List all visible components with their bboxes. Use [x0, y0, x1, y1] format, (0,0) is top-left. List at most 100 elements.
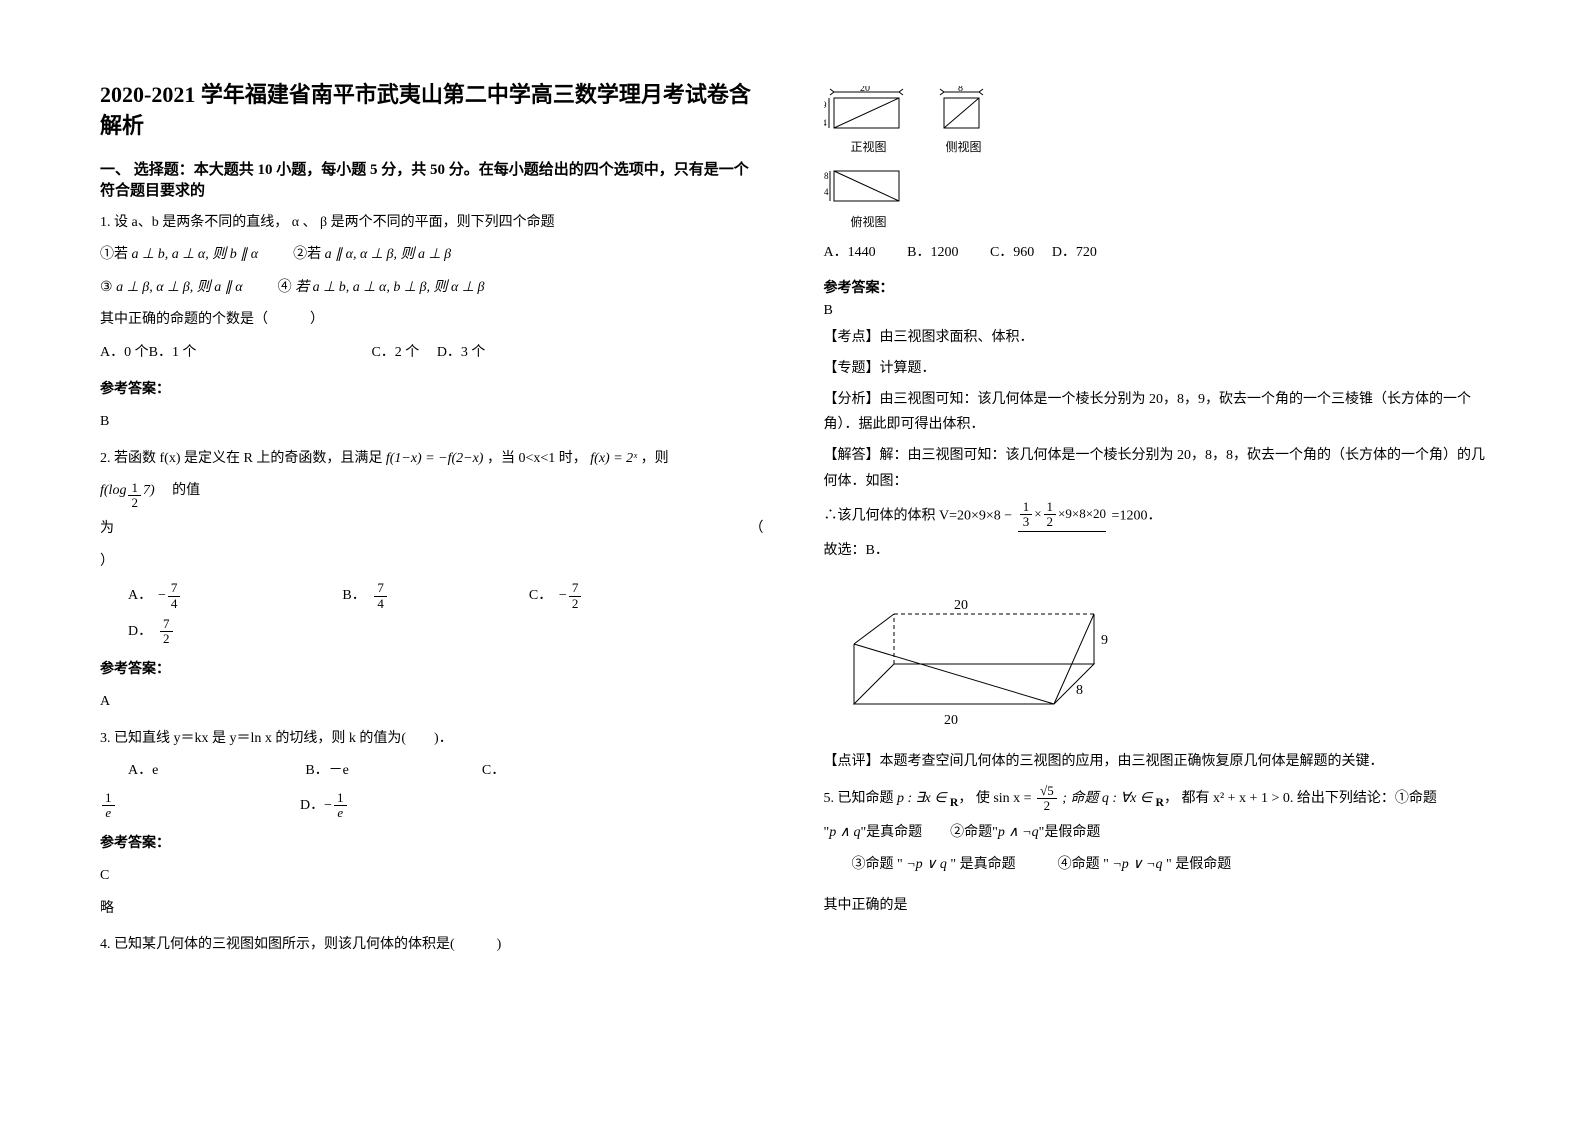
front-view: 20 9 4 正视图	[824, 86, 914, 155]
svg-text:8: 8	[958, 86, 963, 94]
svg-text:9: 9	[824, 100, 827, 110]
q2-optA: A．−74	[128, 581, 182, 611]
q4-comment: 【点评】本题考查空间几何体的三视图的应用，由三视图正确恢复原几何体是解题的关键．	[824, 749, 1488, 774]
q2-optD: D．72	[128, 617, 175, 647]
q5-l3c: " 是假命题	[1163, 857, 1232, 872]
solid-dim-9: 9	[1101, 633, 1108, 648]
q3-frac-1e: 1e	[102, 791, 115, 821]
q4-calc-eq: =1200．	[1112, 508, 1162, 523]
q1-optC: C．2 个	[371, 345, 419, 360]
q2-expr: f(log127) 的值	[100, 478, 764, 510]
q3-note: 略	[100, 896, 764, 923]
q1-c3-math: a ⊥ β, α ⊥ β, 则 a ∥ α	[116, 280, 243, 295]
q5-line3: ③命题 " ¬p ∨ q " 是真命题 ④命题 " ¬p ∨ ¬q " 是假命题	[852, 852, 1488, 879]
q4-optA: A．1440	[824, 245, 876, 260]
question-2: 2. 若函数 f(x) 是定义在 R 上的奇函数，且满足 f(1−x) = −f…	[100, 446, 764, 716]
q2-paren-close: ）	[100, 549, 764, 576]
q5-line1: 5. 已知命题 p : ∃x ∈ R， 使 sin x = √52 ; 命题 q…	[824, 784, 1488, 814]
q5-l3b: " 是真命题 ④命题 "	[947, 857, 1112, 872]
q1-optA: A．0 个	[100, 345, 149, 360]
q5-sqrt5-2: √52	[1037, 784, 1057, 814]
side-view-svg: 8	[934, 86, 994, 134]
q2-stem-math: f(1−x) = −f(2−x)	[386, 451, 484, 466]
q5-douyou: 都有 x² + x + 1 > 0.	[1181, 791, 1293, 806]
q2-optC: C．−72	[529, 581, 583, 611]
q1-c2-math: a ∥ α, α ⊥ β, 则 a ⊥ β	[325, 247, 452, 262]
three-views: 20 9 4 正视图 8 侧视图	[824, 86, 1488, 230]
q5-npvq: ¬p ∨ q	[906, 857, 947, 872]
svg-text:4: 4	[824, 187, 829, 197]
q1-choices-row2: ③ a ⊥ β, α ⊥ β, 则 a ∥ α ④ 若 a ⊥ b, a ⊥ α…	[100, 275, 764, 302]
q5-l3a: ③命题 "	[852, 857, 907, 872]
q1-optB: B．1 个	[149, 345, 197, 360]
q1-ask: 其中正确的命题的个数是（ ）	[100, 307, 764, 334]
q3-optB: B．－e	[305, 763, 349, 778]
q1-ans: B	[100, 409, 764, 436]
q1-c2-pre: ②若	[293, 247, 321, 262]
q4-topic: 【专题】计算题．	[824, 356, 1488, 381]
solid-dim-8: 8	[1076, 683, 1083, 698]
q2-opts-row2: D．72	[128, 617, 764, 647]
q1-stem: 1. 设 a、b 是两条不同的直线， α 、 β 是两个不同的平面，则下列四个命…	[100, 210, 764, 237]
q3-opts-row2: 1e D．−1e	[100, 791, 764, 821]
q2-opts-row1: A．−74 B．74 C．−72	[128, 581, 764, 611]
q4-therefore: 故选：B．	[824, 538, 1488, 563]
q5-p-def: p : ∃x ∈	[897, 791, 946, 806]
front-view-svg: 20 9 4	[824, 86, 914, 134]
q1-choices-row1: ①若 a ⊥ b, a ⊥ α, 则 b ∥ α ②若 a ∥ α, α ⊥ β…	[100, 242, 764, 269]
q2-stem-post: ，则	[641, 451, 669, 466]
view-row-top: 20 9 4 正视图 8 侧视图	[824, 86, 1488, 155]
q2-stem-mid: ，当 0<x<1 时，	[487, 451, 587, 466]
q3-optD: D．−1e	[300, 798, 349, 813]
question-4-stem: 4. 已知某几何体的三视图如图所示，则该几何体的体积是( )	[100, 932, 764, 959]
q2-stem-pre: 2. 若函数 f(x) 是定义在 R 上的奇函数，且满足	[100, 451, 386, 466]
section-1-title: 一、 选择题：本大题共 10 小题，每小题 5 分，共 50 分。在每小题给出的…	[100, 158, 764, 200]
q2-ans-label: 参考答案：	[100, 657, 764, 684]
q4-point: 【考点】由三视图求面积、体积．	[824, 325, 1488, 350]
svg-text:20: 20	[860, 86, 870, 94]
question-1: 1. 设 a、b 是两条不同的直线， α 、 β 是两个不同的平面，则下列四个命…	[100, 210, 764, 436]
q5-shi: 使 sin x =	[976, 791, 1035, 806]
q2-stem-math2: f(x) = 2ˣ	[590, 451, 637, 466]
q5-l2b: "是真命题 ②命题"	[860, 825, 997, 840]
q3-opts-row1: A．e B．－e C．	[128, 758, 764, 785]
q4-options: A．1440 B．1200 C．960 D．720	[824, 240, 1488, 267]
q4-optC: C．960	[990, 245, 1034, 260]
q4-calc-frac: 13×12×9×8×20	[1018, 500, 1106, 533]
side-view-label: 侧视图	[934, 138, 994, 155]
left-column: 2020-2021 学年福建省南平市武夷山第二中学高三数学理月考试卷含解析 一、…	[100, 80, 764, 1082]
q1-ans-label: 参考答案：	[100, 377, 764, 404]
view-row-bottom: 8 4 俯视图	[824, 161, 1488, 230]
q2-log-base: 12	[128, 481, 141, 511]
top-view: 8 4 俯视图	[824, 161, 914, 230]
exam-title: 2020-2021 学年福建省南平市武夷山第二中学高三数学理月考试卷含解析	[100, 80, 764, 142]
q1-c1-pre: ①若	[100, 247, 128, 262]
q4-calc: ∴该几何体的体积 V=20×9×8 − 13×12×9×8×20 =1200．	[824, 500, 1488, 533]
q2-wei: 为	[100, 516, 114, 543]
right-column: 20 9 4 正视图 8 侧视图	[824, 80, 1488, 1082]
q2-expr-tail: 的值	[172, 483, 200, 498]
question-5: 5. 已知命题 p : ∃x ∈ R， 使 sin x = √52 ; 命题 q…	[824, 784, 1488, 920]
q3-ans-label: 参考答案：	[100, 831, 764, 858]
front-view-label: 正视图	[824, 138, 914, 155]
q1-c3-pre: ③	[100, 280, 113, 295]
q2-optB: B．74	[342, 581, 389, 611]
q1-c4-pre: ④	[278, 280, 292, 295]
q4-ans-label: 参考答案：	[824, 277, 1488, 297]
q1-c4-math: 若 a ⊥ b, a ⊥ α, b ⊥ β, 则 α ⊥ β	[295, 280, 484, 295]
q1-c1-math: a ⊥ b, a ⊥ α, 则 b ∥ α	[132, 247, 259, 262]
q4-ans: B	[824, 303, 1488, 319]
q4-analysis: 【分析】由三视图可知：该几何体是一个棱长分别为 20，8，9，砍去一个角的一个三…	[824, 387, 1488, 437]
q4-optD: D．720	[1052, 245, 1097, 260]
q3-ans: C	[100, 863, 764, 890]
solid-dim-20-bot: 20	[944, 713, 958, 728]
side-view: 8 侧视图	[934, 86, 994, 155]
q3-optA: A．e	[128, 763, 158, 778]
q2-wei-row: 为 （	[100, 516, 764, 543]
q3-stem: 3. 已知直线 y＝kx 是 y＝ln x 的切线，则 k 的值为( )．	[100, 726, 764, 753]
q4-stem: 4. 已知某几何体的三视图如图所示，则该几何体的体积是( )	[100, 932, 764, 959]
q4-solve: 【解答】解：由三视图可知：该几何体是一个棱长分别为 20，8，8，砍去一个角的（…	[824, 443, 1488, 493]
q5-l2c: "是假命题	[1039, 825, 1101, 840]
q1-optD: D．3 个	[437, 345, 486, 360]
q2-ans: A	[100, 689, 764, 716]
